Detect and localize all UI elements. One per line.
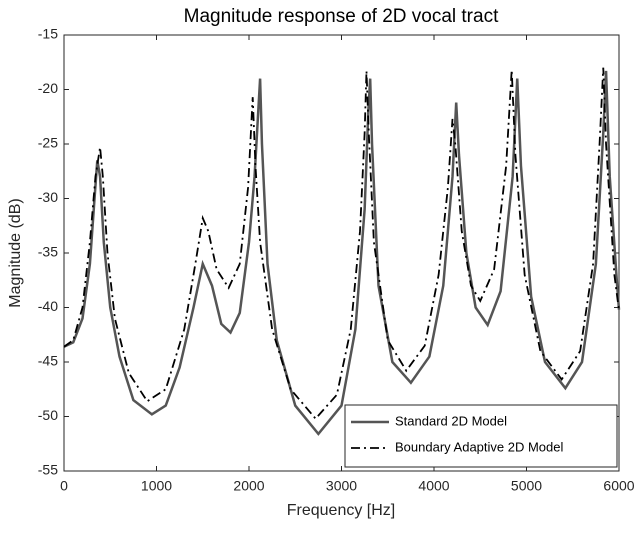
y-tick-label: -50 <box>38 407 58 423</box>
y-tick-label: -20 <box>38 80 58 96</box>
x-tick-label: 6000 <box>603 478 634 494</box>
data-line <box>63 67 620 421</box>
x-tick-label: 1000 <box>141 478 172 494</box>
x-tick-label: 5000 <box>511 478 542 494</box>
y-tick-label: -15 <box>38 26 58 42</box>
chart-title: Magnitude response of 2D vocal tract <box>184 6 499 27</box>
x-axis-label: Frequency [Hz] <box>287 502 395 519</box>
data-line <box>63 70 621 436</box>
y-tick-label: -25 <box>38 135 58 151</box>
y-tick-label: -30 <box>38 189 58 205</box>
x-tick-label: 0 <box>60 478 68 494</box>
legend-box <box>344 404 618 468</box>
x-tick-label: 4000 <box>418 478 449 494</box>
legend-label: Standard 2D Model <box>395 413 507 428</box>
y-tick-label: -45 <box>38 353 58 369</box>
x-tick-label: 2000 <box>233 478 264 494</box>
y-tick-label: -35 <box>38 244 58 260</box>
legend-label: Boundary Adaptive 2D Model <box>395 439 563 454</box>
y-axis-label: Magnitude (dB) <box>7 198 24 307</box>
plot-frame <box>63 34 620 472</box>
y-tick-label: -40 <box>38 298 58 314</box>
y-tick-label: -55 <box>38 462 58 478</box>
x-tick-label: 3000 <box>326 478 357 494</box>
